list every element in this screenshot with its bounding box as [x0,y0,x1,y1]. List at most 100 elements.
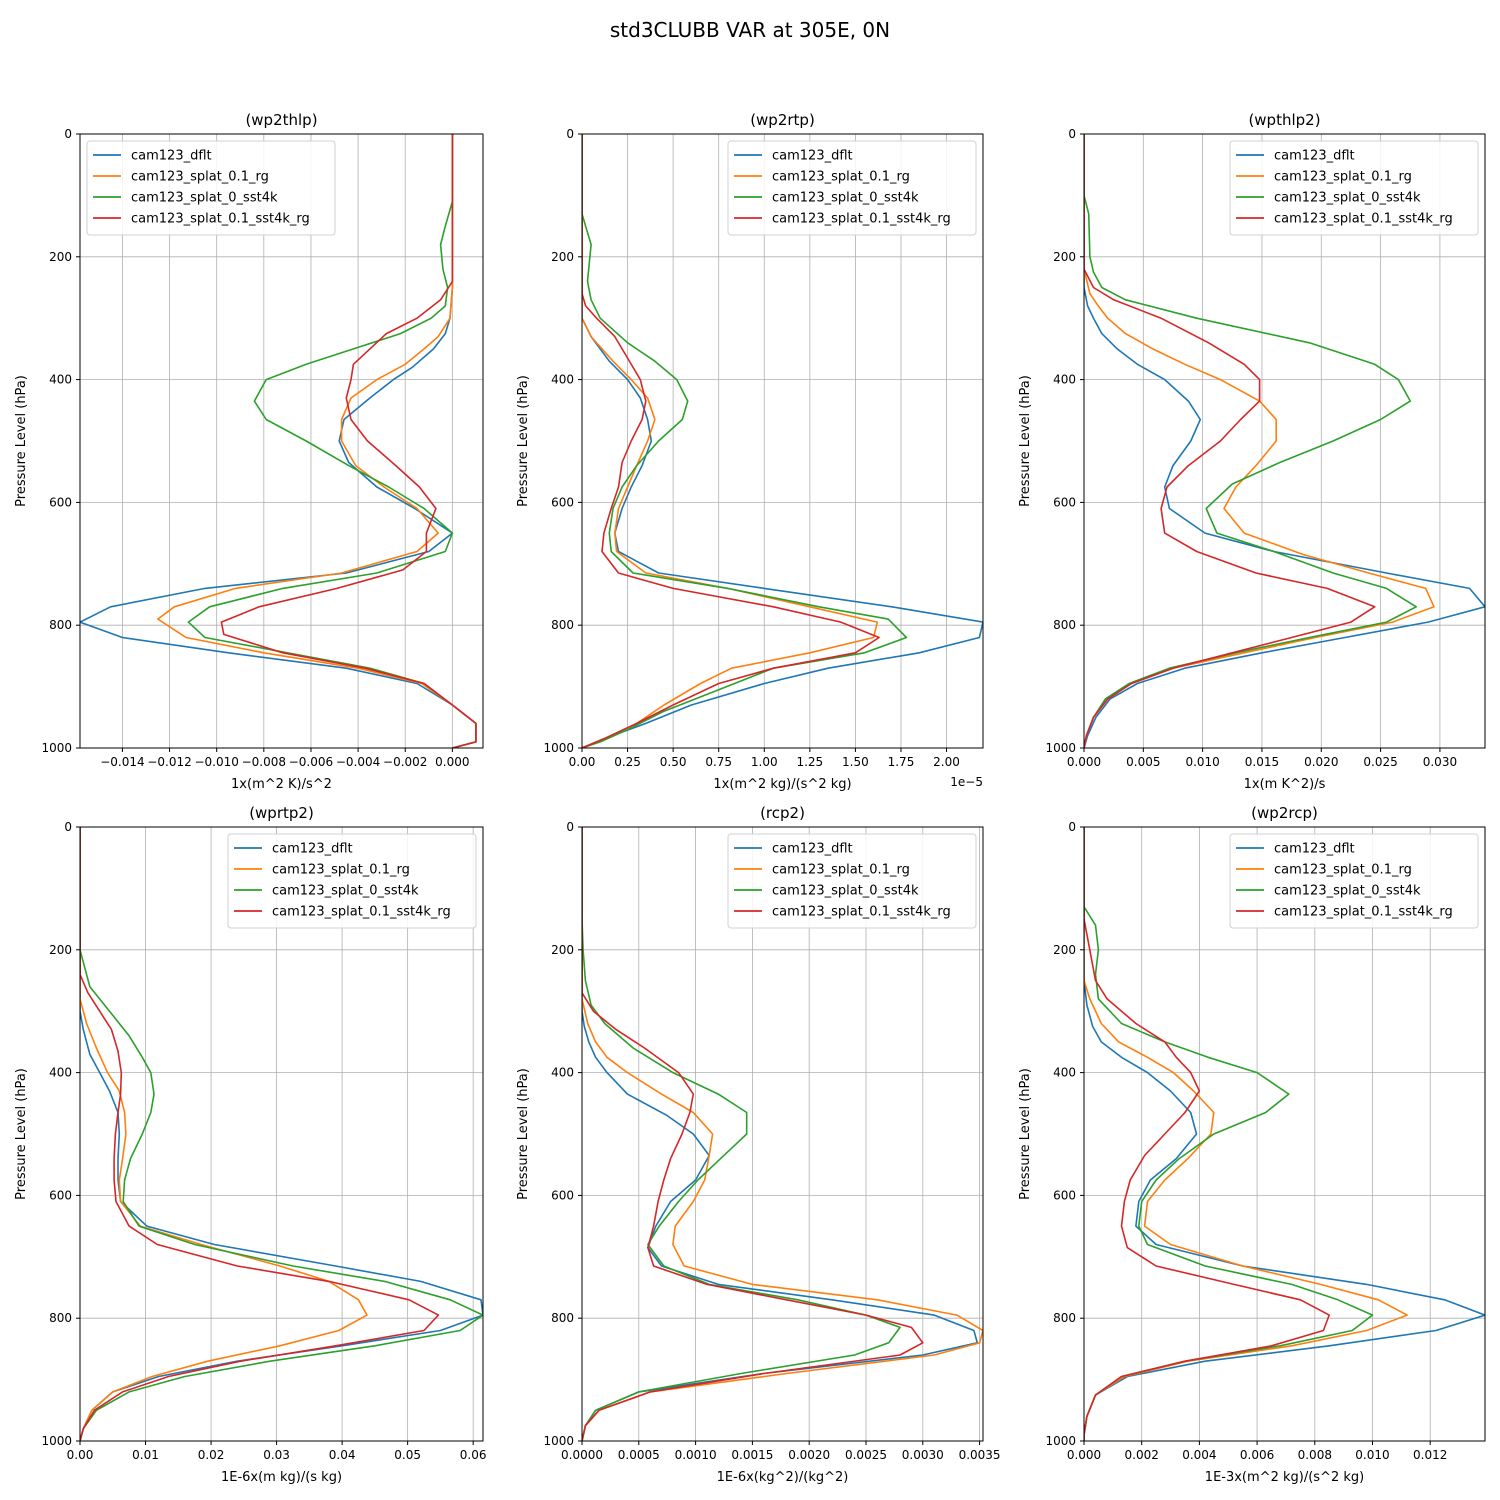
x-tick-label: 0.0035 [959,1448,1001,1462]
y-tick-label: 200 [551,250,574,264]
x-tick-label: 0.010 [1355,1448,1389,1462]
y-tick-label: 200 [1053,943,1076,957]
plot-area [581,826,984,1442]
y-tick-label: 1000 [1045,741,1076,755]
series-line-cam123_dflt [582,134,983,748]
y-tick-label: 600 [49,1188,72,1202]
y-tick-label: 800 [1053,618,1076,632]
x-tick-label: 0.002 [1125,1448,1159,1462]
y-tick-label: 0 [566,820,574,834]
x-tick-label: 0.004 [1182,1448,1216,1462]
series-line-cam123_splat_0.1_sst4k_rg [582,827,924,1441]
y-tick-label: 600 [551,1188,574,1202]
legend: cam123_dflt cam123_splat_0.1_rg cam123_spl… [727,833,977,929]
x-tick-label: 2.00 [933,755,960,769]
series-line-cam123_dflt [80,827,483,1441]
y-axis-label: Pressure Level (hPa) [1018,375,1033,507]
legend-label: cam123_splat_0.1_sst4k_rg [1274,905,1453,920]
x-axis-label: 1x(m^2 K)/s^2 [231,777,332,792]
legend-label: cam123_splat_0.1_rg [1274,863,1412,878]
y-tick-label: 800 [49,618,72,632]
y-tick-label: 600 [551,495,574,509]
x-tick-label: 0.000 [1067,755,1101,769]
series-line-cam123_splat_0_sst4k [1084,134,1417,748]
plot-area [1083,133,1486,749]
legend-box [727,140,977,236]
y-tick-label: 200 [49,250,72,264]
y-tick-label: 800 [49,1311,72,1325]
series-line-cam123_splat_0_sst4k [80,827,483,1441]
panel-2: 0.00 0.25 0.50 0.75 1.00 1.25 1.50 1.75 2.00 0 200… [516,111,984,792]
legend-label: cam123_splat_0.1_rg [272,863,410,878]
panel-title: (wprtp2) [249,804,314,822]
x-tick-label: 0.006 [1240,1448,1274,1462]
y-tick-label: 1000 [41,1434,72,1448]
legend-label: cam123_splat_0_sst4k [1274,191,1421,206]
panel-title: (rcp2) [760,804,805,822]
x-tick-label: 0.06 [460,1448,487,1462]
y-axis-label: Pressure Level (hPa) [14,1068,29,1200]
y-tick-label: 0 [566,127,574,141]
legend-label: cam123_splat_0.1_sst4k_rg [772,212,951,227]
x-tick-label: 0.0015 [731,1448,773,1462]
x-tick-label: 0.75 [705,755,732,769]
x-tick-label: 0.01 [132,1448,159,1462]
x-tick-label: 0.025 [1363,755,1397,769]
series-line-cam123_splat_0.1_sst4k_rg [1084,134,1376,748]
plot-area [79,826,484,1442]
x-tick-label: −0.004 [336,755,380,769]
y-tick-label: 200 [49,943,72,957]
y-tick-label: 600 [1053,495,1076,509]
legend-label: cam123_splat_0_sst4k [272,884,419,899]
series-line-cam123_splat_0.1_sst4k_rg [220,134,477,748]
legend-label: cam123_dflt [1274,149,1355,164]
y-tick-label: 400 [1053,373,1076,387]
legend-label: cam123_dflt [1274,842,1355,857]
y-tick-label: 600 [49,495,72,509]
x-tick-label: −0.008 [242,755,286,769]
legend-box [227,833,477,929]
series-line-cam123_splat_0.1_sst4k_rg [80,827,440,1441]
legend-box [86,140,336,236]
x-tick-label: 0.0020 [788,1448,830,1462]
series-line-cam123_splat_0.1_rg [157,134,477,748]
x-tick-label: −0.002 [383,755,427,769]
y-axis-label: Pressure Level (hPa) [14,375,29,507]
y-tick-label: 800 [551,618,574,632]
panel-title: (wp2thlp) [245,111,317,129]
y-tick-label: 0 [64,820,72,834]
x-tick-label: 0.000 [1067,1448,1101,1462]
panel-3: 0.000 0.005 0.010 0.015 0.020 0.025 0.030 0 200 4… [1018,111,1486,792]
y-tick-label: 0 [1068,127,1076,141]
panel-1: −0.014 −0.012 −0.010 −0.008 −0.006 −0.004 −0.0… [14,111,484,792]
y-tick-label: 400 [49,1066,72,1080]
figure-title: std3CLUBB VAR at 305E, 0N [610,18,890,42]
legend: cam123_dflt cam123_splat_0.1_rg cam123_spl… [227,833,477,929]
x-tick-label: 0.02 [198,1448,225,1462]
panel-title: (wpthlp2) [1248,111,1320,129]
y-tick-label: 1000 [543,741,574,755]
y-tick-label: 1000 [543,1434,574,1448]
y-tick-label: 400 [551,373,574,387]
x-tick-label: 1.50 [842,755,869,769]
panel-4: 0.00 0.01 0.02 0.03 0.04 0.05 0.06 0 200 400 600 80… [14,804,487,1485]
y-tick-label: 400 [551,1066,574,1080]
legend: cam123_dflt cam123_splat_0.1_rg cam123_spl… [86,140,336,236]
legend-label: cam123_splat_0_sst4k [772,191,919,206]
legend-label: cam123_splat_0_sst4k [1274,884,1421,899]
legend-label: cam123_splat_0_sst4k [131,191,278,206]
y-tick-label: 800 [551,1311,574,1325]
legend: cam123_dflt cam123_splat_0.1_rg cam123_spl… [1229,140,1479,236]
legend-label: cam123_splat_0.1_sst4k_rg [131,212,310,227]
legend-box [727,833,977,929]
y-tick-label: 800 [1053,1311,1076,1325]
x-tick-label: 0.03 [263,1448,290,1462]
panel-6: 0.000 0.002 0.004 0.006 0.008 0.010 0.012 0 200 4… [1018,804,1486,1485]
series-line-cam123_splat_0.1_rg [582,134,879,748]
x-tick-label: −0.010 [194,755,238,769]
series-line-cam123_splat_0.1_sst4k_rg [582,134,880,748]
y-axis-label: Pressure Level (hPa) [1018,1068,1033,1200]
x-offset-label: 1e−5 [950,775,983,789]
y-tick-label: 400 [49,373,72,387]
x-tick-label: −0.012 [147,755,191,769]
